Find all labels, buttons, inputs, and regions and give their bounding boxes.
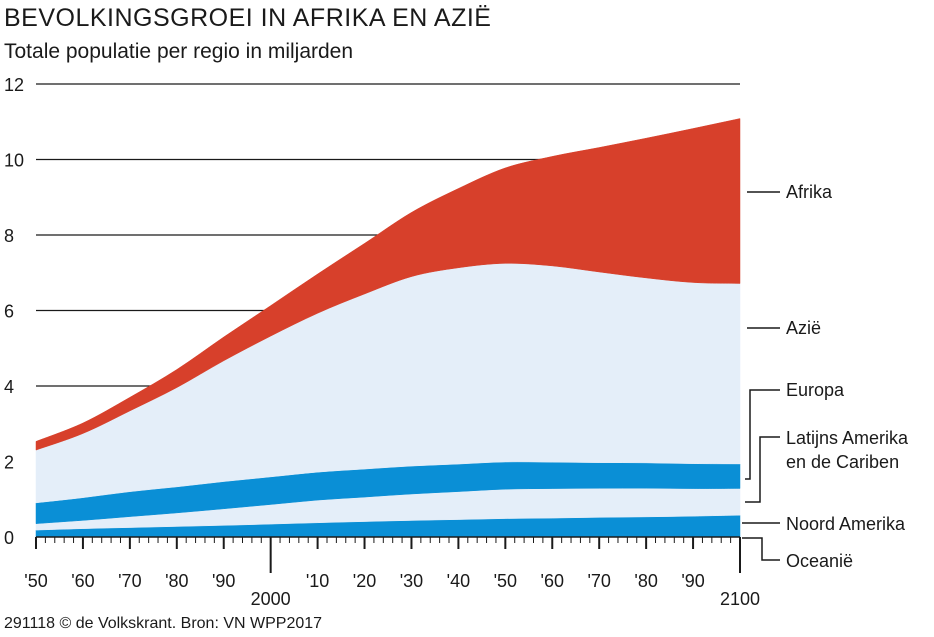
x-tick-label-'90: '90 — [212, 571, 235, 591]
chart-title: BEVOLKINGSGROEI IN AFRIKA EN AZIË — [4, 4, 492, 32]
x-tick-label-'40: '40 — [447, 571, 470, 591]
source-credit: 291118 © de Volkskrant. Bron: VN WPP2017 — [4, 615, 323, 632]
legend-label-4: en de Cariben — [786, 452, 899, 472]
leader-latijns-amerika — [745, 436, 780, 503]
legend-label-2: Europa — [786, 380, 845, 400]
x-tick-label-'60: '60 — [71, 571, 94, 591]
leader-europa — [745, 389, 780, 480]
x-tick-label-'30: '30 — [400, 571, 423, 591]
x-tick-label-'20: '20 — [353, 571, 376, 591]
x-tick-label-'60: '60 — [541, 571, 564, 591]
x-tick-label-'50: '50 — [494, 571, 517, 591]
x-tick-label-'80: '80 — [634, 571, 657, 591]
x-tick-label-'50: '50 — [24, 571, 47, 591]
x-tick-label-2100: 2100 — [720, 589, 760, 609]
y-tick-label-8: 8 — [4, 226, 14, 246]
y-tick-label-2: 2 — [4, 453, 14, 473]
x-tick-label-2000: 2000 — [251, 589, 291, 609]
x-tick-label-'70: '70 — [118, 571, 141, 591]
y-tick-label-0: 0 — [4, 528, 14, 548]
y-tick-label-12: 12 — [4, 75, 24, 95]
y-tick-label-4: 4 — [4, 377, 14, 397]
chart-subtitle: Totale populatie per regio in miljarden — [4, 40, 354, 63]
leader-oceanie — [742, 537, 780, 561]
legend-label-6: Oceanië — [786, 551, 853, 571]
y-tick-label-6: 6 — [4, 302, 14, 322]
x-tick-label-'10: '10 — [306, 571, 329, 591]
area-afrika — [35, 118, 741, 451]
x-tick-label-'70: '70 — [587, 571, 610, 591]
legend-label-3: Latijns Amerika — [786, 428, 909, 448]
x-tick-label-'80: '80 — [165, 571, 188, 591]
legend-label-5: Noord Amerika — [786, 514, 906, 534]
y-tick-label-10: 10 — [4, 151, 24, 171]
x-tick-label-'90: '90 — [681, 571, 704, 591]
legend-label-1: Azië — [786, 318, 821, 338]
legend-label-0: Afrika — [786, 182, 833, 202]
